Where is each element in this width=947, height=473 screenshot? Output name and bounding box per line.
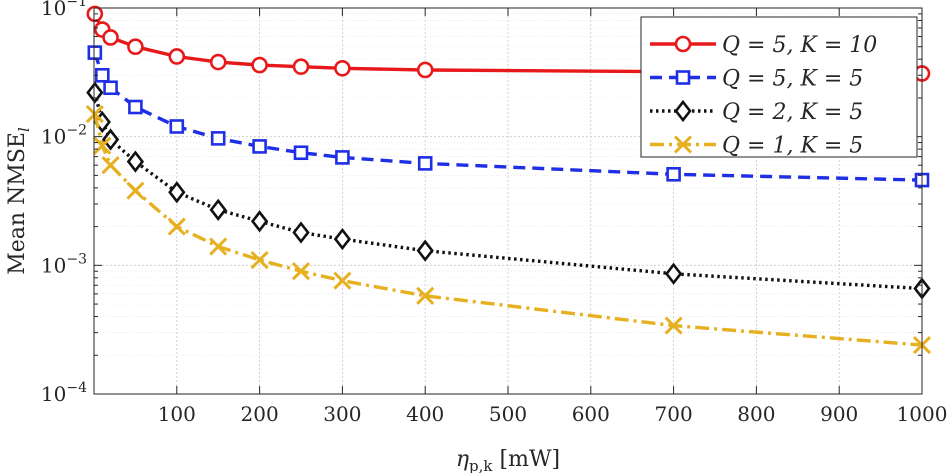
data-point <box>250 210 269 233</box>
x-tick-label: 900 <box>820 402 858 426</box>
data-point <box>252 139 267 154</box>
series-2 <box>87 45 930 188</box>
data-point <box>292 221 310 244</box>
x-axis-label: ηp,k [mW] <box>456 447 560 473</box>
data-point <box>86 81 104 104</box>
legend-marker <box>675 70 691 85</box>
x-tick-label: 300 <box>323 402 361 426</box>
series-line <box>93 52 923 182</box>
legend-entry: Q = 5, K = 10 <box>650 33 877 58</box>
x-tick-label: 200 <box>241 402 279 426</box>
data-point <box>103 80 118 96</box>
data-point <box>416 239 434 262</box>
y-tick-labels: 10−4 10−3 10−2 10−1 <box>41 0 87 406</box>
x-tick-label: 700 <box>655 402 693 426</box>
data-point <box>85 104 104 124</box>
data-point <box>128 99 143 115</box>
data-point <box>209 198 227 221</box>
legend-entry: Q = 2, K = 5 <box>650 99 863 125</box>
x-tick-label: 600 <box>572 402 610 426</box>
data-point <box>87 45 103 60</box>
data-point <box>94 67 110 83</box>
data-point <box>168 181 186 204</box>
data-point <box>210 131 226 146</box>
data-point <box>126 150 145 173</box>
legend-marker <box>673 135 693 154</box>
data-point <box>292 58 310 75</box>
data-point <box>664 316 683 335</box>
data-point <box>101 156 120 175</box>
y-axis-label: Mean NMSEl <box>5 127 33 275</box>
legend-label: Q = 5, K = 10 <box>722 33 877 58</box>
data-point <box>102 29 119 46</box>
data-point <box>333 271 352 290</box>
x-tick-label: 400 <box>406 402 444 426</box>
data-point <box>664 262 683 285</box>
x-tick-labels: 100 200 300 400 500 600 700 800 900 1000 <box>158 402 947 426</box>
x-tick-label: 500 <box>489 402 527 426</box>
y-tick-label: 10−2 <box>41 123 87 149</box>
data-point <box>417 156 433 171</box>
data-point <box>416 61 434 79</box>
legend-label: Q = 1, K = 5 <box>722 134 863 159</box>
data-point <box>334 59 351 77</box>
series-3 <box>86 81 931 300</box>
x-tick-label: 1000 <box>897 402 947 426</box>
data-point <box>250 250 269 270</box>
y-tick-label: 10−3 <box>41 251 87 277</box>
legend-entry: Q = 1, K = 5 <box>650 134 863 159</box>
data-point <box>291 262 311 281</box>
data-point <box>416 286 435 305</box>
legend-label: Q = 2, K = 5 <box>722 100 863 125</box>
x-tick-label: 800 <box>737 402 775 426</box>
data-point <box>209 53 227 71</box>
data-point <box>333 227 352 251</box>
data-point <box>169 119 185 134</box>
data-point <box>666 166 681 182</box>
axis-ticks <box>94 8 923 395</box>
series-line <box>93 113 923 347</box>
series-line <box>93 92 923 291</box>
series-layer <box>85 5 932 355</box>
data-point <box>127 38 144 56</box>
legend-marker <box>674 99 692 123</box>
legend: Q = 5, K = 10 Q = 5, K = 5 Q = 2, K = 5 Q =… <box>640 16 918 159</box>
data-point <box>93 136 112 155</box>
legend-marker <box>674 35 692 53</box>
data-point <box>126 181 145 200</box>
legend-entry: Q = 5, K = 5 <box>650 67 863 92</box>
legend-label: Q = 5, K = 5 <box>722 67 863 92</box>
y-tick-label: 10−4 <box>41 380 87 406</box>
data-point <box>335 150 350 165</box>
data-point <box>251 56 268 74</box>
data-point <box>209 237 228 256</box>
data-point <box>293 145 309 161</box>
data-point <box>167 217 186 236</box>
x-tick-label: 100 <box>158 402 196 426</box>
data-point <box>168 48 186 65</box>
y-tick-label: 10−1 <box>41 0 87 20</box>
